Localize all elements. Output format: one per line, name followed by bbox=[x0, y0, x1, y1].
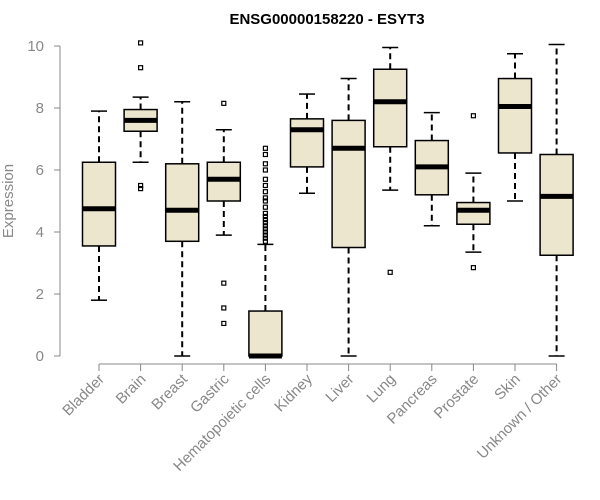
y-axis-label: Expression bbox=[0, 164, 17, 238]
chart-title: ENSG00000158220 - ESYT3 bbox=[229, 11, 424, 28]
outlier-point bbox=[262, 223, 268, 229]
y-tick-label: 0 bbox=[36, 348, 44, 365]
outlier-point bbox=[262, 226, 268, 232]
outlier-point bbox=[262, 213, 268, 220]
outlier-point bbox=[262, 220, 268, 226]
x-tick-label: Lung bbox=[363, 371, 399, 407]
box-lung bbox=[372, 46, 408, 275]
outlier-point bbox=[262, 145, 268, 151]
outlier-point bbox=[387, 269, 393, 275]
y-tick-label: 2 bbox=[36, 286, 44, 303]
y-tick-label: 10 bbox=[27, 38, 44, 55]
outlier-point bbox=[138, 186, 144, 192]
box-iqr bbox=[497, 77, 533, 154]
box-iqr bbox=[289, 118, 325, 168]
box-iqr bbox=[372, 68, 408, 148]
y-axis: 0 2 4 6 8 10 bbox=[27, 38, 61, 365]
box-pancreas bbox=[414, 111, 450, 227]
box-gastric bbox=[206, 100, 242, 327]
box-skin bbox=[497, 53, 533, 202]
outlier-point bbox=[262, 198, 268, 204]
box-unknown-other bbox=[539, 43, 574, 357]
box-iqr bbox=[456, 201, 491, 226]
x-tick-label: Breast bbox=[148, 370, 191, 413]
outlier-point bbox=[221, 305, 227, 311]
outlier-point bbox=[262, 235, 268, 241]
box-bladder bbox=[81, 110, 117, 301]
y-tick-label: 8 bbox=[36, 100, 44, 117]
x-tick-label: Kidney bbox=[271, 370, 316, 415]
box-iqr bbox=[164, 163, 200, 243]
outlier-point bbox=[262, 151, 268, 158]
box-iqr bbox=[331, 119, 366, 249]
box-hematopoietic-cells bbox=[248, 145, 283, 359]
outlier-point bbox=[138, 65, 144, 71]
x-tick-label: Liver bbox=[322, 371, 357, 406]
y-tick-label: 6 bbox=[36, 162, 44, 179]
x-tick-label: Prostate bbox=[431, 371, 483, 423]
outlier-point bbox=[221, 100, 227, 106]
outlier-point bbox=[138, 182, 144, 189]
outlier-point bbox=[262, 182, 268, 189]
outlier-point bbox=[262, 210, 268, 216]
x-tick-label: Bladder bbox=[59, 371, 108, 420]
outlier-point bbox=[262, 232, 268, 238]
outlier-point bbox=[262, 238, 268, 244]
outlier-point bbox=[470, 113, 476, 119]
x-tick-label: Brain bbox=[113, 371, 150, 408]
box-series bbox=[81, 40, 574, 359]
outlier-point bbox=[262, 204, 268, 210]
outlier-point bbox=[262, 195, 268, 201]
outlier-point bbox=[138, 40, 144, 46]
outlier-point bbox=[262, 176, 268, 182]
box-brain bbox=[123, 40, 158, 192]
outlier-point bbox=[262, 189, 268, 195]
outlier-point bbox=[262, 167, 268, 173]
box-breast bbox=[164, 101, 200, 357]
x-tick-label: Skin bbox=[491, 371, 524, 404]
box-iqr bbox=[248, 310, 283, 357]
box-kidney bbox=[289, 93, 325, 194]
outlier-point bbox=[221, 280, 227, 286]
outlier-point bbox=[262, 217, 268, 223]
outlier-point bbox=[470, 265, 476, 271]
outlier-point bbox=[262, 229, 268, 235]
box-prostate bbox=[456, 113, 491, 271]
box-iqr bbox=[539, 153, 574, 256]
box-liver bbox=[331, 77, 366, 357]
box-iqr bbox=[81, 161, 117, 247]
outlier-point bbox=[262, 161, 268, 167]
outlier-point bbox=[221, 320, 227, 327]
y-tick-label: 4 bbox=[36, 224, 44, 241]
